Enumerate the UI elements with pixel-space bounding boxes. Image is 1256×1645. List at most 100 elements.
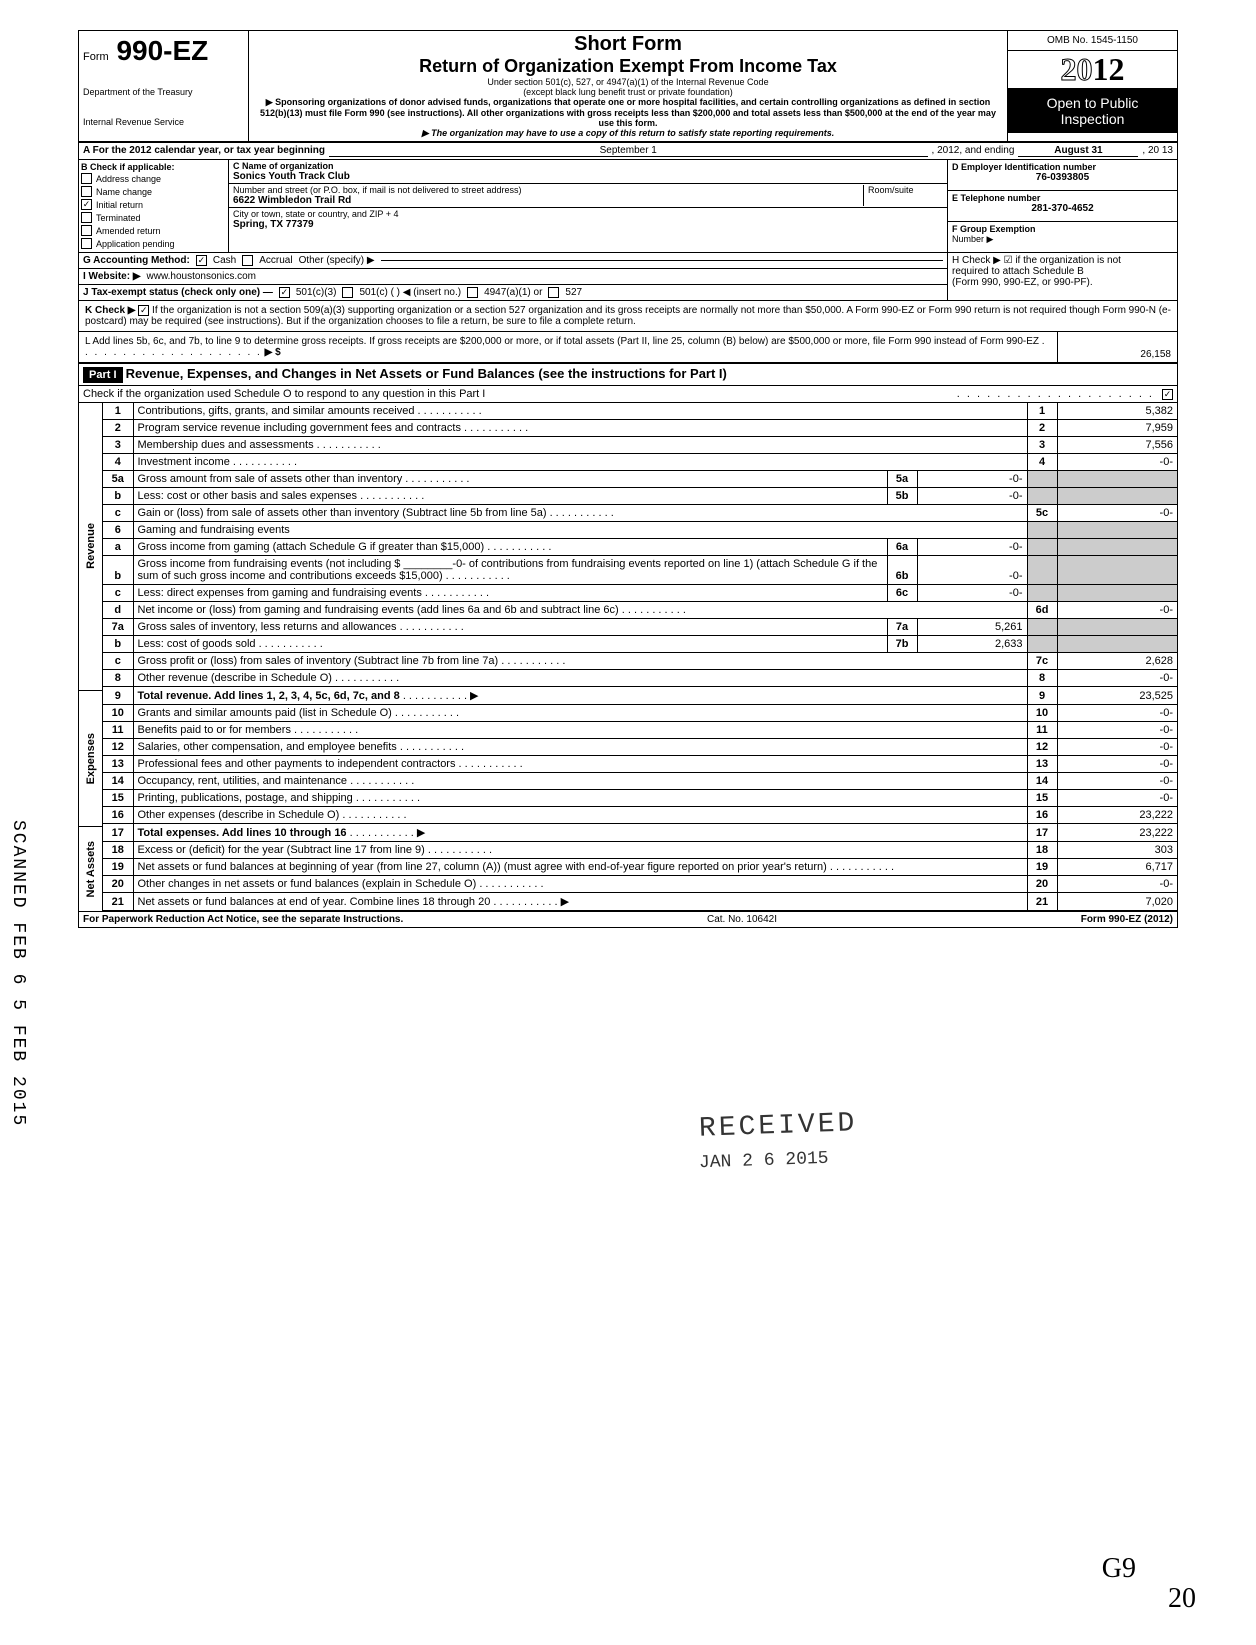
right-header: OMB No. 1545-1150 2012 Open to Public In… [1007, 31, 1177, 141]
website-value: www.houstonsonics.com [147, 271, 257, 282]
line-l-amount: 26,158 [1057, 332, 1177, 362]
amount-2: 7,959 [1057, 420, 1177, 437]
handwriting-g9: G9 [1102, 1553, 1136, 1585]
checkbox-line-amended-return: Amended return [81, 224, 226, 237]
line-3: 3Membership dues and assessments . . . .… [103, 437, 1177, 454]
subtitle-2: (except black lung benefit trust or priv… [255, 87, 1001, 97]
amount-12: -0- [1057, 739, 1177, 756]
line-7a: 7aGross sales of inventory, less returns… [103, 619, 1177, 636]
amount-11: -0- [1057, 722, 1177, 739]
line-18: 18Excess or (deficit) for the year (Subt… [103, 842, 1177, 859]
amount-1: 5,382 [1057, 403, 1177, 420]
checkbox-application-pending[interactable] [81, 238, 92, 249]
line-5b: bLess: cost or other basis and sales exp… [103, 488, 1177, 505]
section-b-to-f: B Check if applicable: Address changeNam… [79, 160, 1177, 253]
line-8: 8Other revenue (describe in Schedule O) … [103, 670, 1177, 687]
checkbox-accrual[interactable] [242, 255, 253, 266]
ein: 76-0393805 [952, 172, 1173, 183]
amount-19: 6,717 [1057, 859, 1177, 876]
amount-5b: -0- [917, 488, 1027, 505]
column-b-checkboxes: B Check if applicable: Address changeNam… [79, 160, 229, 252]
line-2: 2Program service revenue including gover… [103, 420, 1177, 437]
checkbox-4947[interactable] [467, 287, 478, 298]
line-5a: 5aGross amount from sale of assets other… [103, 471, 1177, 488]
stamp-scanned: SCANNED FEB 6 5 FEB 2015 [8, 820, 28, 1127]
tax-year-begin: September 1 [329, 145, 928, 157]
line-6a: aGross income from gaming (attach Schedu… [103, 539, 1177, 556]
line-a: A For the 2012 calendar year, or tax yea… [79, 143, 1177, 160]
checkbox-501c3[interactable]: ✓ [279, 287, 290, 298]
amount-6c: -0- [917, 585, 1027, 602]
part1-header: Part I Revenue, Expenses, and Changes in… [79, 364, 1177, 386]
line-i-website: I Website: ▶ www.houstonsonics.com [79, 269, 947, 285]
checkbox-schedule-o[interactable]: ✓ [1162, 389, 1173, 400]
amount-6b: -0- [917, 556, 1027, 585]
amount-10: -0- [1057, 705, 1177, 722]
amount-7c: 2,628 [1057, 653, 1177, 670]
amount-21: 7,020 [1057, 893, 1177, 911]
checkbox-k[interactable]: ✓ [138, 305, 149, 316]
open-to-public: Open to Public Inspection [1008, 89, 1177, 133]
amount-5a: -0- [917, 471, 1027, 488]
amount-6a: -0- [917, 539, 1027, 556]
section-gij-h: G Accounting Method: ✓ Cash Accrual Othe… [79, 253, 1177, 300]
subtitle-1: Under section 501(c), 527, or 4947(a)(1)… [255, 77, 1001, 87]
amount-4: -0- [1057, 454, 1177, 471]
line-9: 9Total revenue. Add lines 1, 2, 3, 4, 5c… [103, 687, 1177, 705]
handwriting-20: 20 [1168, 1583, 1196, 1615]
line-4: 4Investment income . . . . . . . . . . .… [103, 454, 1177, 471]
checkbox-line-initial-return: ✓Initial return [81, 198, 226, 211]
revenue-table: 1Contributions, gifts, grants, and simil… [103, 403, 1177, 705]
checkbox-name-change[interactable] [81, 186, 92, 197]
column-def: D Employer Identification number 76-0393… [947, 160, 1177, 252]
form-number: 990-EZ [116, 35, 208, 66]
form-header: Form 990-EZ Department of the Treasury I… [79, 31, 1177, 143]
part1-schedule-o-check: Check if the organization used Schedule … [79, 386, 1177, 403]
checkbox-501c[interactable] [342, 287, 353, 298]
amount-9: 23,525 [1057, 687, 1177, 705]
line-13: 13Professional fees and other payments t… [103, 756, 1177, 773]
amount-13: -0- [1057, 756, 1177, 773]
telephone: 281-370-4652 [952, 203, 1173, 214]
form-990ez-container: Form 990-EZ Department of the Treasury I… [78, 30, 1178, 928]
dept-irs: Internal Revenue Service [83, 117, 244, 127]
org-name: Sonics Youth Track Club [233, 171, 943, 182]
omb-number: OMB No. 1545-1150 [1008, 31, 1177, 51]
line-6b: bGross income from fundraising events (n… [103, 556, 1177, 585]
subtitle-3: ▶ Sponsoring organizations of donor advi… [255, 97, 1001, 128]
stamp-received: RECEIVED [699, 1108, 858, 1145]
part1-body: Revenue Expenses Net Assets 1Contributio… [79, 403, 1177, 911]
line-14: 14Occupancy, rent, utilities, and mainte… [103, 773, 1177, 790]
checkbox-terminated[interactable] [81, 212, 92, 223]
checkbox-initial-return[interactable]: ✓ [81, 199, 92, 210]
checkbox-amended-return[interactable] [81, 225, 92, 236]
checkbox-line-address-change: Address change [81, 172, 226, 185]
line-17: 17Total expenses. Add lines 10 through 1… [103, 824, 1177, 842]
checkbox-527[interactable] [548, 287, 559, 298]
line-7c: cGross profit or (loss) from sales of in… [103, 653, 1177, 670]
amount-5c: -0- [1057, 505, 1177, 522]
side-section-labels: Revenue Expenses Net Assets [79, 403, 103, 911]
column-c: C Name of organization Sonics Youth Trac… [229, 160, 947, 252]
stamp-date: JAN 2 6 2015 [699, 1149, 829, 1174]
dept-treasury: Department of the Treasury [83, 87, 244, 97]
line-16: 16Other expenses (describe in Schedule O… [103, 807, 1177, 824]
line-1: 1Contributions, gifts, grants, and simil… [103, 403, 1177, 420]
amount-18: 303 [1057, 842, 1177, 859]
line-k: K Check ▶ ✓ If the organization is not a… [79, 300, 1177, 332]
tax-year: 2012 [1008, 51, 1177, 89]
checkbox-cash[interactable]: ✓ [196, 255, 207, 266]
amount-17: 23,222 [1057, 824, 1177, 842]
checkbox-address-change[interactable] [81, 173, 92, 184]
checkbox-line-name-change: Name change [81, 185, 226, 198]
amount-7b: 2,633 [917, 636, 1027, 653]
amount-7a: 5,261 [917, 619, 1027, 636]
line-6c: cLess: direct expenses from gaming and f… [103, 585, 1177, 602]
netassets-table: 18Excess or (deficit) for the year (Subt… [103, 842, 1177, 911]
line-12: 12Salaries, other compensation, and empl… [103, 739, 1177, 756]
amount-15: -0- [1057, 790, 1177, 807]
org-city: Spring, TX 77379 [233, 219, 943, 230]
main-title: Return of Organization Exempt From Incom… [255, 56, 1001, 77]
line-l: L Add lines 5b, 6c, and 7b, to line 9 to… [79, 332, 1177, 364]
line-6: 6Gaming and fundraising events [103, 522, 1177, 539]
